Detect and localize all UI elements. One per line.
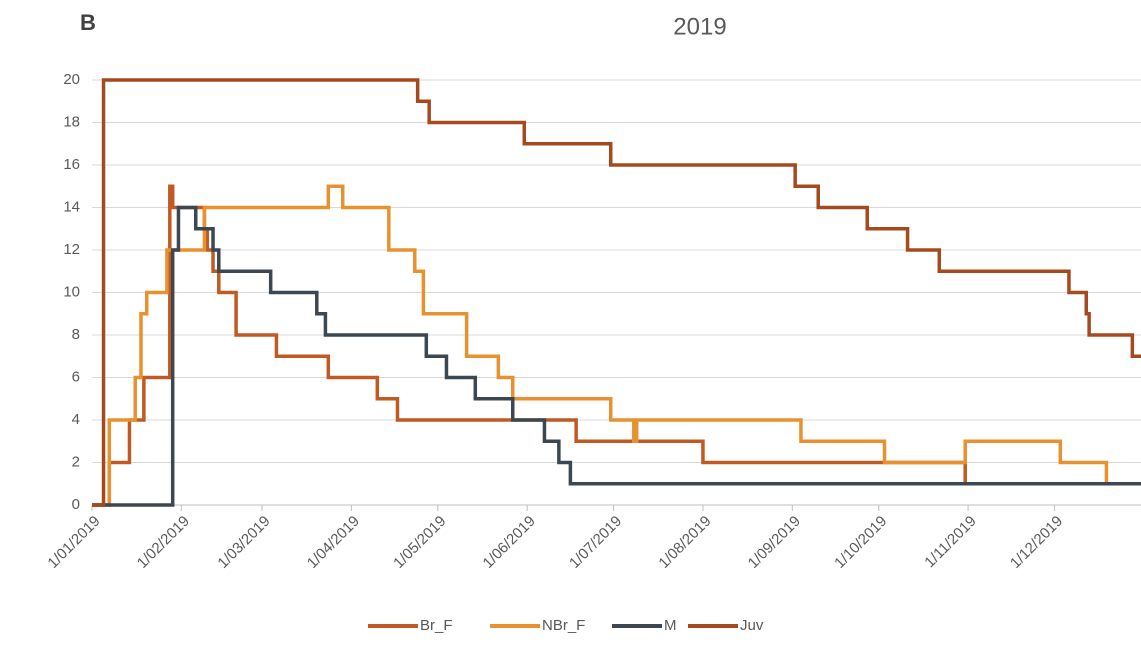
x-tick-label: 1/11/2019 — [921, 513, 979, 571]
x-tick-label: 1/01/2019 — [44, 513, 103, 572]
panel-label: B — [80, 10, 96, 35]
series-line — [92, 184, 1141, 507]
x-tick-label: 1/04/2019 — [304, 513, 363, 572]
y-tick-label: 20 — [63, 71, 80, 88]
series-line — [92, 78, 1141, 507]
x-tick-label: 1/09/2019 — [745, 513, 804, 572]
y-tick-label: 4 — [72, 411, 80, 428]
legend-label: Br_F — [420, 617, 453, 634]
chart-title: 2019 — [673, 13, 726, 40]
y-tick-label: 12 — [63, 241, 80, 258]
y-tick-label: 18 — [63, 113, 80, 130]
series-line — [92, 205, 1141, 507]
x-tick-label: 1/05/2019 — [390, 513, 449, 572]
x-tick-label: 1/02/2019 — [134, 513, 193, 572]
legend-label: NBr_F — [542, 617, 585, 634]
legend-label: M — [664, 617, 677, 634]
x-tick-label: 1/08/2019 — [655, 513, 714, 572]
x-tick-label: 1/03/2019 — [214, 513, 273, 572]
y-tick-label: 10 — [63, 283, 80, 300]
x-tick-label: 1/07/2019 — [566, 513, 625, 572]
y-tick-label: 2 — [72, 453, 80, 470]
series-line — [92, 184, 1141, 507]
y-tick-label: 0 — [72, 496, 80, 513]
x-tick-label: 1/06/2019 — [480, 513, 539, 572]
y-tick-label: 8 — [72, 326, 80, 343]
x-tick-label: 1/12/2019 — [1007, 513, 1066, 572]
y-tick-label: 14 — [63, 198, 80, 215]
y-tick-label: 6 — [72, 368, 80, 385]
x-tick-label: 1/10/2019 — [831, 513, 890, 572]
y-tick-label: 16 — [63, 156, 80, 173]
legend-label: Juv — [740, 617, 764, 634]
